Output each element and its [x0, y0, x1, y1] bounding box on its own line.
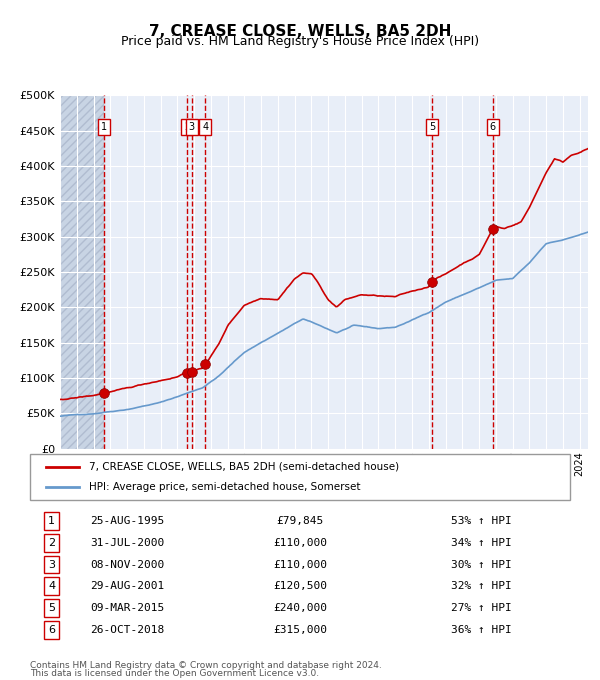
HPI: Average price, semi-detached house, Somerset: (1.99e+03, 4.61e+04): Average price, semi-detached house, Some…	[56, 412, 64, 420]
Text: Price paid vs. HM Land Registry's House Price Index (HPI): Price paid vs. HM Land Registry's House …	[121, 35, 479, 48]
7, CREASE CLOSE, WELLS, BA5 2DH (semi-detached house)	[449, 265, 457, 273]
Text: 53% ↑ HPI: 53% ↑ HPI	[451, 516, 512, 526]
Text: £110,000: £110,000	[273, 560, 327, 570]
Text: 27% ↑ HPI: 27% ↑ HPI	[451, 603, 512, 613]
Text: 32% ↑ HPI: 32% ↑ HPI	[451, 581, 512, 592]
Text: 3: 3	[48, 560, 55, 570]
Text: 31-JUL-2000: 31-JUL-2000	[90, 538, 164, 547]
Line: HPI: Average price, semi-detached house, Somerset: HPI: Average price, semi-detached house,…	[60, 232, 588, 416]
7, CREASE CLOSE, WELLS, BA5 2DH (semi-detached house)	[584, 145, 592, 153]
HPI: Average price, semi-detached house, Somerset: (2.02e+03, 2.18e+05): Average price, semi-detached house, Some…	[460, 290, 467, 299]
7, CREASE CLOSE, WELLS, BA5 2DH (semi-detached house)	[293, 273, 301, 282]
Text: This data is licensed under the Open Government Licence v3.0.: This data is licensed under the Open Gov…	[30, 669, 319, 678]
HPI: Average price, semi-detached house, Somerset: (2.01e+03, 1.71e+05): Average price, semi-detached house, Some…	[370, 324, 377, 332]
Text: 25-AUG-1995: 25-AUG-1995	[90, 516, 164, 526]
7, CREASE CLOSE, WELLS, BA5 2DH (semi-detached house)	[371, 291, 379, 299]
Text: 5: 5	[48, 603, 55, 613]
Text: £315,000: £315,000	[273, 625, 327, 635]
Text: 7, CREASE CLOSE, WELLS, BA5 2DH: 7, CREASE CLOSE, WELLS, BA5 2DH	[149, 24, 451, 39]
Text: £240,000: £240,000	[273, 603, 327, 613]
Bar	[60, 95, 104, 449]
Text: 1: 1	[101, 122, 107, 132]
FancyBboxPatch shape	[30, 454, 570, 500]
Text: 26-OCT-2018: 26-OCT-2018	[90, 625, 164, 635]
Text: 6: 6	[48, 625, 55, 635]
HPI: Average price, semi-detached house, Somerset: (2e+03, 6.39e+04): Average price, semi-detached house, Some…	[151, 400, 158, 408]
Text: 3: 3	[188, 122, 195, 132]
Text: 2: 2	[48, 538, 55, 547]
7, CREASE CLOSE, WELLS, BA5 2DH (semi-detached house)	[462, 258, 469, 267]
Text: 09-MAR-2015: 09-MAR-2015	[90, 603, 164, 613]
Text: 4: 4	[202, 122, 208, 132]
HPI: Average price, semi-detached house, Somerset: (2.01e+03, 1.73e+05): Average price, semi-detached house, Some…	[347, 322, 355, 330]
Text: 4: 4	[48, 581, 55, 592]
Text: HPI: Average price, semi-detached house, Somerset: HPI: Average price, semi-detached house,…	[89, 482, 361, 492]
Text: 36% ↑ HPI: 36% ↑ HPI	[451, 625, 512, 635]
Bar	[60, 95, 104, 449]
7, CREASE CLOSE, WELLS, BA5 2DH (semi-detached house)	[59, 396, 67, 404]
Text: 7, CREASE CLOSE, WELLS, BA5 2DH (semi-detached house): 7, CREASE CLOSE, WELLS, BA5 2DH (semi-de…	[89, 462, 400, 471]
Text: 30% ↑ HPI: 30% ↑ HPI	[451, 560, 512, 570]
Text: 1: 1	[48, 516, 55, 526]
7, CREASE CLOSE, WELLS, BA5 2DH (semi-detached house)	[349, 293, 356, 301]
Text: Contains HM Land Registry data © Crown copyright and database right 2024.: Contains HM Land Registry data © Crown c…	[30, 661, 382, 670]
Text: 6: 6	[490, 122, 496, 132]
Text: 2: 2	[184, 122, 190, 132]
HPI: Average price, semi-detached house, Somerset: (2.02e+03, 3.06e+05): Average price, semi-detached house, Some…	[584, 228, 592, 236]
Line: 7, CREASE CLOSE, WELLS, BA5 2DH (semi-detached house): 7, CREASE CLOSE, WELLS, BA5 2DH (semi-de…	[60, 149, 588, 400]
HPI: Average price, semi-detached house, Somerset: (2.02e+03, 2.11e+05): Average price, semi-detached house, Some…	[448, 296, 455, 304]
Text: 08-NOV-2000: 08-NOV-2000	[90, 560, 164, 570]
HPI: Average price, semi-detached house, Somerset: (2.01e+03, 1.78e+05): Average price, semi-detached house, Some…	[292, 319, 299, 327]
Text: £79,845: £79,845	[277, 516, 323, 526]
7, CREASE CLOSE, WELLS, BA5 2DH (semi-detached house)	[152, 378, 160, 386]
Text: 29-AUG-2001: 29-AUG-2001	[90, 581, 164, 592]
Text: 5: 5	[429, 122, 435, 132]
Text: £110,000: £110,000	[273, 538, 327, 547]
7, CREASE CLOSE, WELLS, BA5 2DH (semi-detached house)	[56, 395, 64, 403]
Text: 34% ↑ HPI: 34% ↑ HPI	[451, 538, 512, 547]
Text: £120,500: £120,500	[273, 581, 327, 592]
